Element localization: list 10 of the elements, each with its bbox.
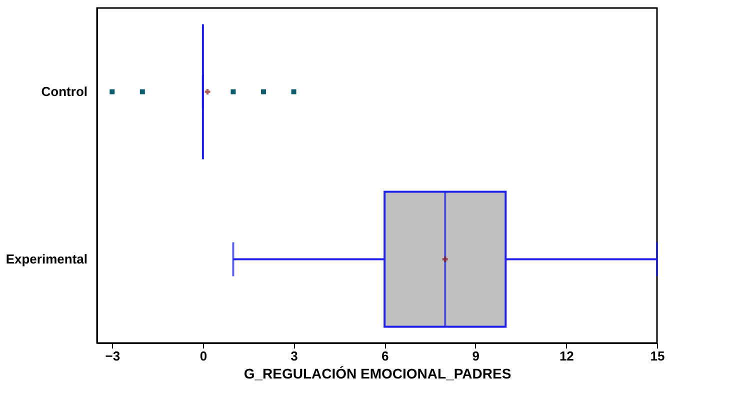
x-tick-label: 12 [559,348,574,364]
x-tick-label: 15 [650,348,665,364]
x-tick-label: 3 [290,348,298,364]
x-tick-label: 9 [472,348,480,364]
y-tick-label: Experimental [6,251,88,266]
x-tick-label: 0 [200,348,208,364]
x-axis-title: G_REGULACIÓN EMOCIONAL_PADRES [244,366,512,382]
y-tick-label: Control [41,84,88,99]
x-tick-label: −3 [105,348,120,364]
x-tick-label: 6 [381,348,389,364]
